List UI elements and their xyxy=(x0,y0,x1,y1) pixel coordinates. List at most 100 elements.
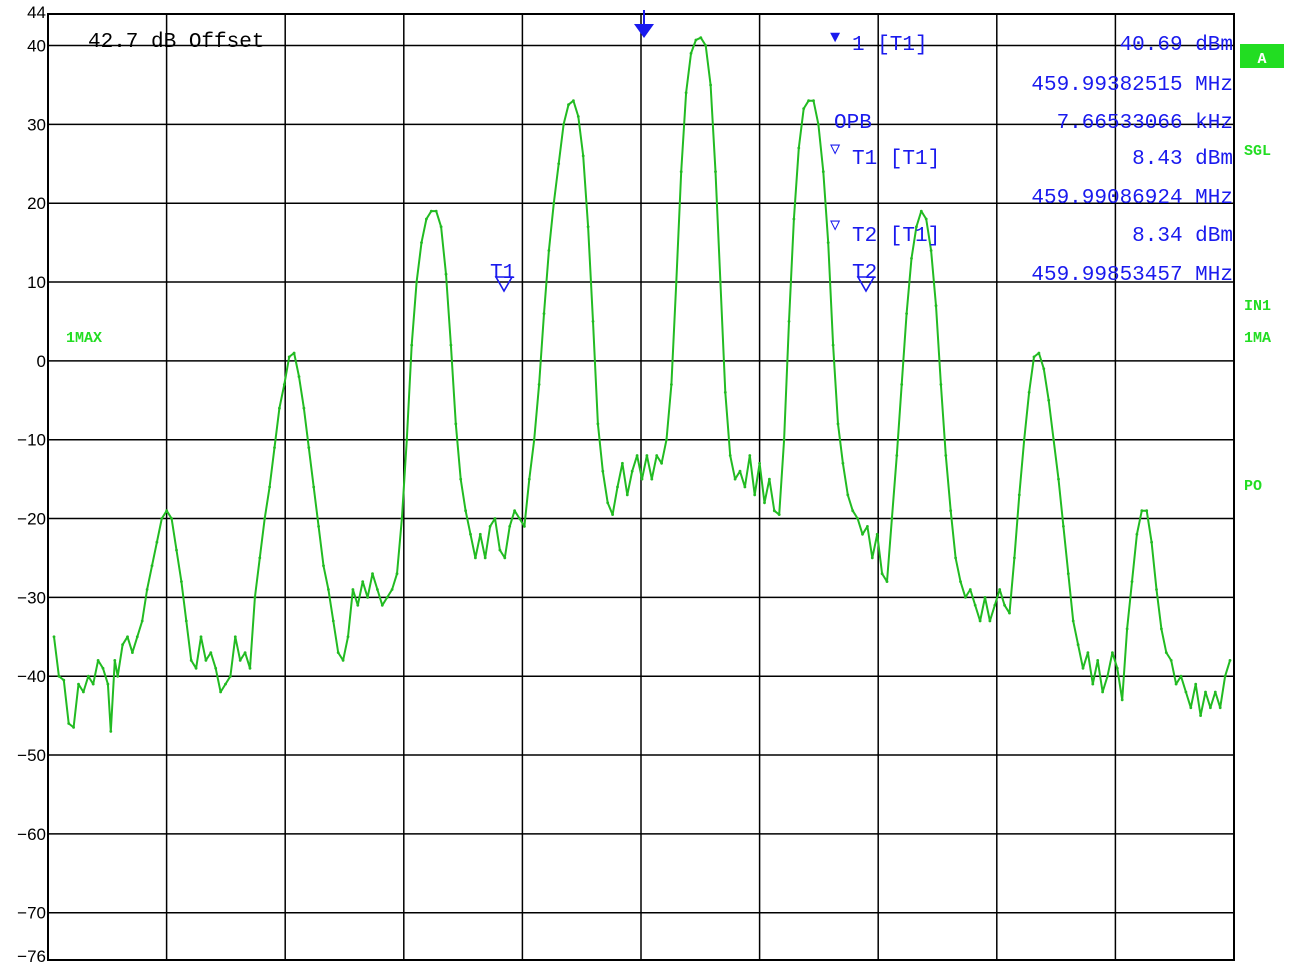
sgl-label: SGL xyxy=(1244,143,1271,160)
trace-point xyxy=(155,540,159,544)
trace-point xyxy=(905,312,908,315)
delta-2-level: 8.34 dBm xyxy=(1132,225,1233,248)
trace-point xyxy=(498,548,502,552)
trace-point xyxy=(665,438,668,442)
trace-point xyxy=(753,493,757,497)
trace-point xyxy=(145,588,149,591)
in1-label: IN1 xyxy=(1244,298,1271,315)
y-axis-ticks: 44 40 30 20 10 0 −10 −20 −30 −40 −50 −60 −70 −76 xyxy=(17,3,46,963)
trace-point xyxy=(998,588,1002,591)
trace-point xyxy=(1140,509,1144,513)
trace-point xyxy=(1204,690,1207,694)
trace-point xyxy=(689,52,693,55)
trace-point xyxy=(1164,651,1168,654)
trace-point xyxy=(650,477,654,481)
delta-2-tag: T2 xyxy=(852,262,877,285)
trace-point xyxy=(248,666,252,670)
trace-point xyxy=(184,619,188,623)
trace-point xyxy=(282,383,286,386)
delta-1-marker-on-trace: T1 xyxy=(490,262,515,293)
trace-point xyxy=(870,556,874,560)
trace-point xyxy=(1086,651,1090,654)
trace-point xyxy=(1169,659,1173,662)
trace-point xyxy=(170,517,174,520)
y-tick-label: 30 xyxy=(27,115,46,134)
y-tick-label: 40 xyxy=(27,37,46,56)
trace-point xyxy=(253,596,257,599)
trace-point xyxy=(1125,627,1129,631)
delta-1-level: 8.43 dBm xyxy=(1132,148,1233,171)
trace-point xyxy=(116,674,120,678)
trace-point xyxy=(503,556,507,560)
ima-label: 1MA xyxy=(1244,330,1271,347)
trace-point xyxy=(601,469,605,473)
trace-point xyxy=(856,517,859,520)
trace-point xyxy=(714,170,717,174)
trace-point xyxy=(287,355,291,359)
trace-point xyxy=(929,249,933,252)
trace-point xyxy=(523,525,526,528)
trace-point xyxy=(243,651,247,654)
trace-point xyxy=(1194,682,1198,686)
trace-point xyxy=(209,651,213,654)
trace-point xyxy=(1150,540,1153,544)
trace-point xyxy=(772,509,776,513)
y-tick-label: −70 xyxy=(17,904,46,923)
y-tick-label: −50 xyxy=(17,746,46,765)
trace-point xyxy=(1115,666,1119,670)
y-tick-label: −76 xyxy=(17,947,46,963)
trace-point xyxy=(1013,556,1016,560)
trace-point xyxy=(900,383,904,386)
trace-point xyxy=(679,170,683,174)
delta-2-frequency: 459.99853457 MHz xyxy=(1031,264,1233,287)
trace-point xyxy=(851,509,855,513)
trace-point xyxy=(101,666,105,670)
trace-point xyxy=(723,391,727,394)
trace-point xyxy=(380,603,384,607)
trace-point xyxy=(557,162,561,166)
trace-point xyxy=(885,580,889,583)
y-tick-label: −10 xyxy=(17,431,46,450)
trace-point xyxy=(880,572,884,576)
trace-point xyxy=(944,454,948,457)
trace-point xyxy=(846,493,850,497)
trace-point xyxy=(1096,659,1100,662)
trace-point xyxy=(331,619,335,623)
trace-point xyxy=(67,722,71,725)
trace-point xyxy=(346,635,350,639)
trace-point xyxy=(175,548,178,552)
trace-point xyxy=(954,556,957,560)
trace-point xyxy=(1106,674,1109,678)
trace-point xyxy=(1042,367,1046,371)
trace-point xyxy=(875,532,879,536)
trace-point xyxy=(189,659,193,662)
trace-point xyxy=(807,99,810,103)
trace-point xyxy=(660,461,663,465)
trace-point xyxy=(1101,690,1104,694)
trace-point xyxy=(395,572,399,576)
trace-point xyxy=(1047,398,1051,402)
trace-point xyxy=(836,422,840,426)
marker-1-level: 40.69 dBm xyxy=(1120,34,1233,57)
trace-point xyxy=(327,588,330,591)
trace-point xyxy=(542,312,546,315)
trace-point xyxy=(1218,706,1222,710)
trace-point xyxy=(924,217,928,221)
trace-point xyxy=(709,83,712,87)
trace-point xyxy=(831,343,835,347)
trace-point xyxy=(988,619,992,623)
trace-point xyxy=(229,674,232,678)
trace-point xyxy=(62,678,66,682)
trace-point xyxy=(273,446,276,449)
marker-1-triangle xyxy=(634,24,654,38)
trace-point xyxy=(351,588,355,591)
trace-point xyxy=(297,375,301,378)
trace-point xyxy=(1008,611,1011,615)
trace-point xyxy=(1209,706,1212,710)
trace-point xyxy=(983,596,987,599)
trace-point xyxy=(1130,580,1134,583)
trace-point xyxy=(1052,438,1055,442)
trace-point xyxy=(895,454,899,457)
trace-point xyxy=(140,619,144,623)
y-tick-label: 10 xyxy=(27,273,46,292)
